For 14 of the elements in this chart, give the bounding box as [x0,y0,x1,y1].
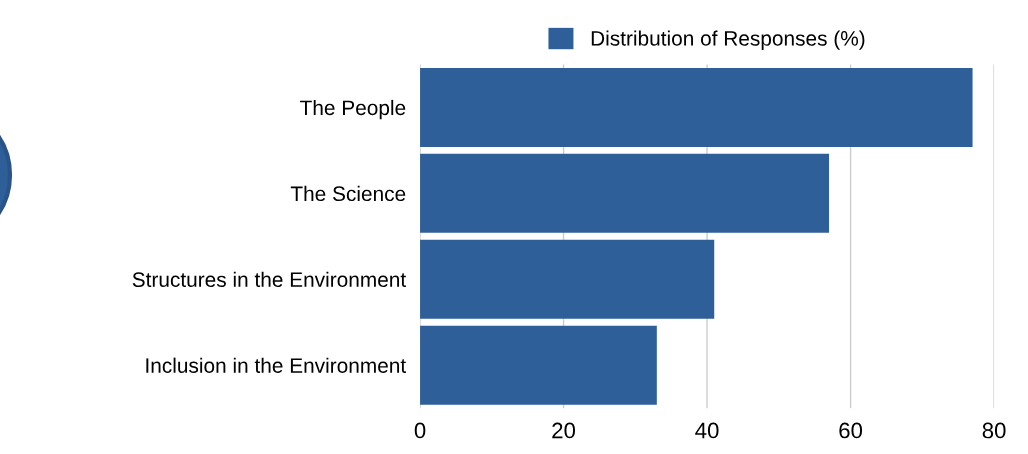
y-tick-label: Inclusion in the Environment [146,357,407,373]
y-tick-label: Structures in the Environment [132,271,407,288]
bar [420,325,657,405]
bar [420,67,973,147]
y-tick-label: The Science [290,185,406,202]
legend-label: Distribution of Responses (%) [591,30,865,50]
y-tick-label: The People [300,99,406,120]
x-tick-label: 80 [982,422,1006,439]
bar [420,239,715,319]
bar [420,153,830,233]
x-tick-label: 40 [695,422,719,439]
x-tick-label: 20 [552,422,576,439]
x-tick-label: 0 [414,422,426,439]
x-tick-label: 60 [839,422,863,439]
